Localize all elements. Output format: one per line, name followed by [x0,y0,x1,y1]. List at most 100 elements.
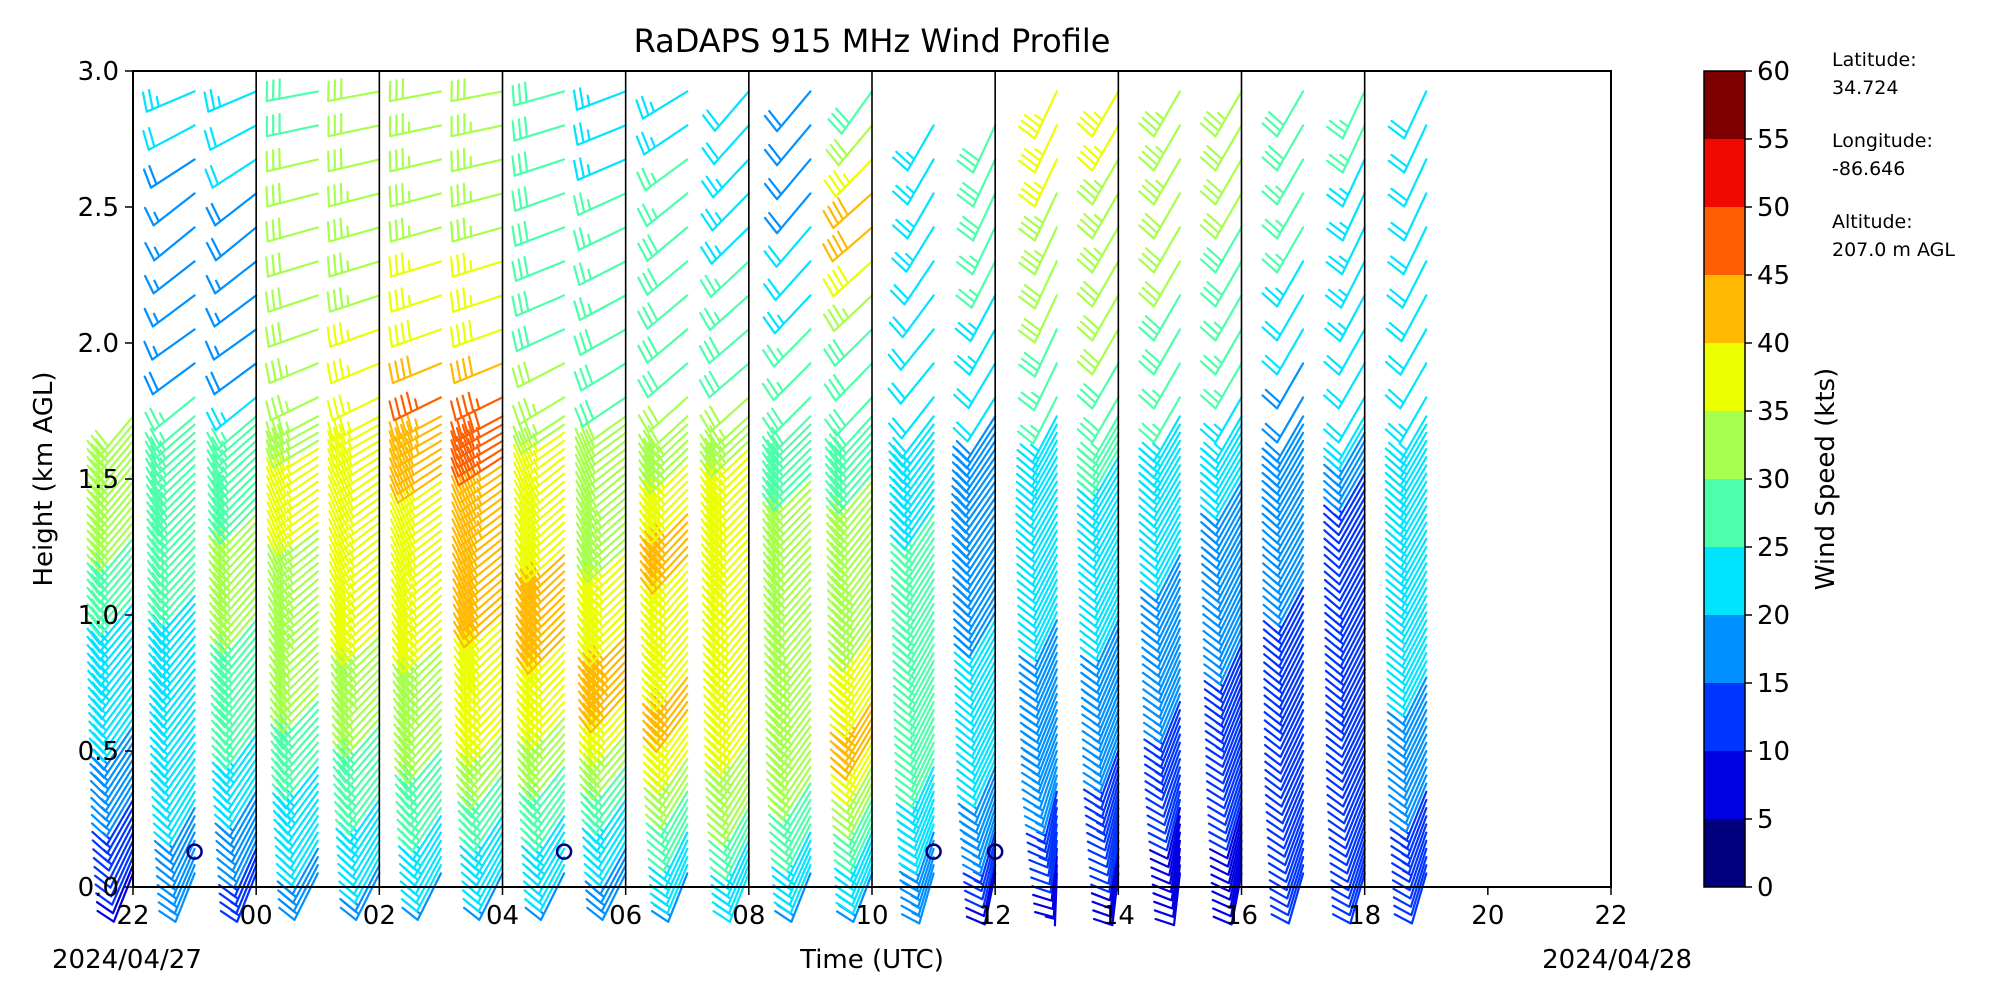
wind-barb [392,668,442,708]
wind-barb [1138,456,1181,504]
wind-barb [1324,570,1366,619]
wind-barb [832,807,874,856]
wind-barb [331,684,381,725]
wind-barb [267,545,319,581]
wind-barb [637,260,689,296]
wind-barb [640,611,689,654]
wind-barb [265,252,319,278]
wind-barb [512,439,566,473]
wind-barb [641,635,689,679]
wind-barb [86,619,135,662]
wind-barb [578,725,627,767]
wind-barb [208,570,258,612]
wind-barb [892,652,935,700]
wind-barb [763,570,812,612]
wind-barb [451,505,504,539]
wind-barb [1261,226,1305,274]
wind-barb [1090,839,1120,894]
wind-barb [1261,415,1305,463]
wind-barb [389,488,442,522]
wind-barb [1076,431,1120,479]
wind-barb [457,774,504,818]
wind-barb [265,431,319,460]
wind-barb [700,488,750,528]
colorbar-segment [1704,207,1745,275]
wind-barb [1138,192,1181,240]
wind-barb [209,594,258,637]
wind-barb [391,603,442,640]
wind-barb [512,431,566,464]
wind-barb [514,505,566,542]
wind-barb [329,562,381,598]
wind-barb [331,709,381,750]
wind-barb [699,396,750,434]
wind-barb [87,643,135,687]
wind-barb [831,782,874,831]
wind-barb [1261,396,1305,444]
wind-barb [580,782,627,827]
wind-barb [86,586,135,629]
wind-barb [640,570,689,612]
wind-barb [639,562,689,604]
wind-barb [399,839,442,887]
wind-barb [514,488,566,525]
wind-barb [271,758,319,801]
wind-barb [1330,847,1366,900]
wind-barb [708,815,750,864]
wind-barb [956,226,997,276]
wind-barb [143,362,196,396]
wind-barb [331,668,381,708]
wind-barb [1149,807,1181,860]
wind-barb [205,362,258,396]
wind-barb [1323,505,1366,553]
wind-barb [454,692,504,733]
wind-barb [86,603,135,646]
wind-barb [1261,124,1305,172]
wind-barb [209,611,258,654]
wind-barb [145,431,196,469]
colorbar-segment [1704,479,1745,547]
wind-barb [144,423,196,460]
wind-barb [1138,124,1181,172]
wind-barb [1384,362,1428,410]
wind-barb [890,521,935,567]
wind-barb [636,158,689,192]
wind-barb [388,147,442,173]
wind-barb [582,815,627,862]
wind-barb [761,415,812,455]
wind-barb [1199,90,1243,138]
wind-barb [822,260,874,298]
wind-barb [1323,396,1366,444]
wind-barb [458,790,504,836]
wind-barb [574,431,627,465]
wind-barb [576,545,627,584]
wind-barb [514,480,566,517]
wind-barb [451,472,504,504]
wind-barb [575,448,627,483]
wind-barb [893,676,935,725]
wind-barb [1016,431,1058,480]
wind-barb [644,774,689,821]
wind-barb [824,415,874,456]
wind-barb [1199,328,1243,376]
wind-barb [449,287,504,313]
wind-barb [1138,431,1181,479]
wind-barb [206,439,258,477]
wind-barb [452,554,504,590]
wind-barb [269,660,319,700]
wind-barb [763,611,812,654]
wind-barb [146,521,196,562]
wind-barb [391,578,442,615]
wind-barb [1076,260,1120,308]
wind-barb [265,217,319,243]
wind-barb [268,643,319,683]
wind-barb [890,513,935,559]
wind-barb [1384,488,1428,537]
wind-barb [576,570,627,609]
wind-barb [1154,872,1181,927]
wind-barb [86,456,135,499]
y-axis: 0.0 0.5 1.0 1.5 2.0 2.5 3.0 [78,57,133,903]
wind-barb [269,684,319,725]
wind-barb [516,692,566,734]
